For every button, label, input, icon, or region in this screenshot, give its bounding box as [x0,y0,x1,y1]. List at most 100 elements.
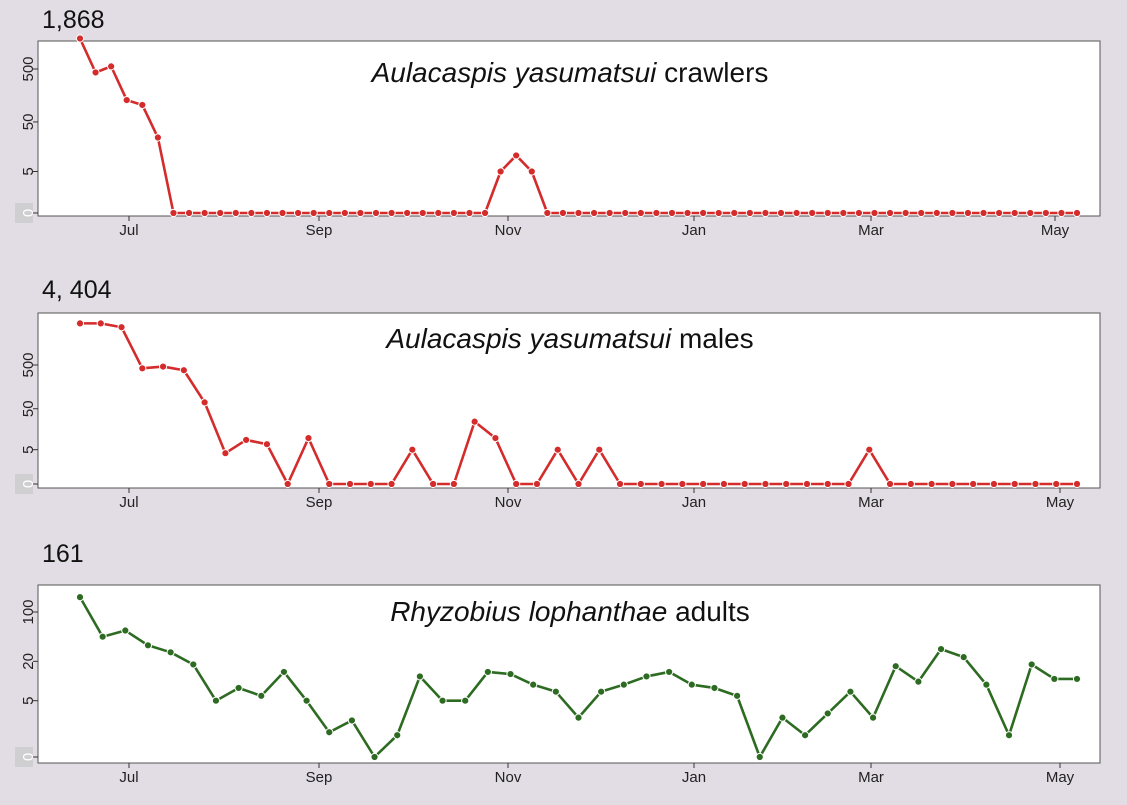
chart-panel-2: 4, 404 0 5 50 500 Jul Sep Nov Jan Mar May Aulacaspi… [15,276,1101,511]
data-point [870,208,879,218]
data-point [356,208,365,218]
data-point [279,667,289,677]
data-point [304,433,313,443]
data-point [619,680,628,689]
data-point [169,208,178,218]
max-count-label: 4, 404 [42,276,112,304]
plot-area [37,40,1101,217]
data-point [979,208,988,218]
data-point [527,167,536,176]
data-point [242,435,251,445]
data-point [868,713,878,722]
data-point [839,208,848,218]
data-point [865,445,874,454]
y-tick-label: 500 [20,56,37,81]
max-count-label: 1,868 [42,6,105,34]
data-point [1026,208,1035,218]
data-point [153,133,162,142]
data-point [532,479,542,489]
data-point [387,479,396,489]
data-point [687,680,696,689]
y-tick-label: 0 [20,753,37,761]
data-point [733,691,742,700]
data-point [138,364,147,373]
data-point [605,208,614,218]
data-point [652,208,661,218]
data-point [906,479,915,489]
data-point [1072,208,1082,218]
y-tick-label: 5 [20,446,37,454]
data-point [808,208,817,218]
x-tick-label: Sep [306,222,333,239]
data-point [891,662,900,671]
data-point [278,208,287,218]
data-point [699,208,708,218]
data-point [989,479,999,489]
data-point [917,208,926,218]
data-point [761,208,770,218]
data-point [597,687,606,696]
data-point [512,479,521,489]
data-point [885,208,895,218]
x-tick-label: Sep [306,494,333,511]
x-tick-label: Sep [306,769,333,786]
data-point [615,479,625,489]
data-point [96,319,105,328]
max-count-label: 161 [42,540,84,568]
x-tick-label: Jan [682,222,706,239]
data-point [802,479,812,489]
data-point [340,208,349,218]
title-species: Aulacaspis yasumatsui [370,57,658,88]
data-point [1010,208,1019,218]
data-point [302,696,311,705]
data-point [574,713,583,722]
y-tick-label: 20 [20,653,37,670]
data-point [434,208,443,218]
data-point [936,645,946,654]
x-tick-label: Mar [858,494,884,511]
x-tick-label: Jan [682,769,706,786]
data-point [657,479,666,489]
data-point [347,716,357,725]
data-point [393,731,402,740]
data-point [449,208,458,218]
data-point [963,208,973,218]
data-point [179,366,188,375]
data-point [846,687,855,696]
data-point [325,728,334,737]
data-point [800,731,810,740]
data-point [403,208,412,218]
data-point [969,479,978,489]
data-point [166,648,175,657]
data-point [761,479,770,489]
data-point [1031,479,1040,489]
data-point [366,479,375,489]
data-point [636,479,645,489]
x-tick-label: Jul [119,769,138,786]
y-tick-label: 500 [20,352,37,377]
data-point [415,672,424,681]
data-point [75,593,85,602]
x-tick-label: May [1046,769,1075,786]
panel-title: Aulacaspis yasumatsui crawlers [370,57,769,88]
data-point [309,208,318,218]
data-point [543,208,552,218]
x-tick-label: Nov [495,769,522,786]
data-point [470,417,479,426]
title-stage: crawlers [656,57,768,88]
data-point [959,653,968,662]
data-point [927,479,936,489]
x-tick-label: Mar [858,222,884,239]
data-point [461,696,470,705]
data-point [325,479,334,489]
data-point [371,208,381,218]
data-point [387,208,396,218]
data-point [257,691,266,700]
data-point [678,479,687,489]
data-point [496,167,505,176]
panel-title: Rhyzobius lophanthae adults [390,596,750,627]
x-tick-label: Nov [495,494,522,511]
data-point [792,208,801,218]
data-point [642,672,651,681]
